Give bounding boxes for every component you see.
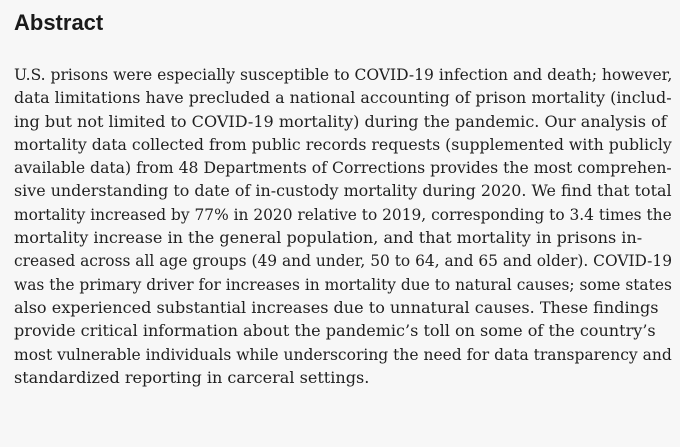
abstract-line: mortality increased by 77% in 2020 relat… (14, 204, 672, 224)
abstract-line: most vulnerable individuals while unders… (14, 344, 672, 364)
abstract-line: was the primary driver for increases in … (14, 274, 672, 294)
abstract-line: sive understanding to date of in-custody… (14, 181, 672, 201)
abstract-line: standardized reporting in carceral setti… (14, 367, 370, 387)
abstract-line: mortality data collected from public rec… (14, 134, 672, 154)
abstract-heading: Abstract (14, 10, 104, 35)
abstract-line: data limitations have precluded a nation… (14, 88, 672, 108)
abstract-line: available data) from 48 Departments of C… (14, 158, 672, 178)
abstract-line: U.S. prisons were especially susceptible… (14, 65, 673, 84)
abstract-line: also experienced substantial increases d… (14, 297, 659, 317)
abstract-paragraph: U.S. prisons were especially susceptible… (14, 63, 674, 389)
abstract-line: ing but not limited to COVID-19 mortalit… (14, 111, 667, 131)
abstract-line: mortality increase in the general popula… (14, 228, 643, 248)
abstract-line: provide critical information about the p… (14, 321, 656, 341)
abstract-line: creased across all age groups (49 and un… (14, 251, 673, 271)
